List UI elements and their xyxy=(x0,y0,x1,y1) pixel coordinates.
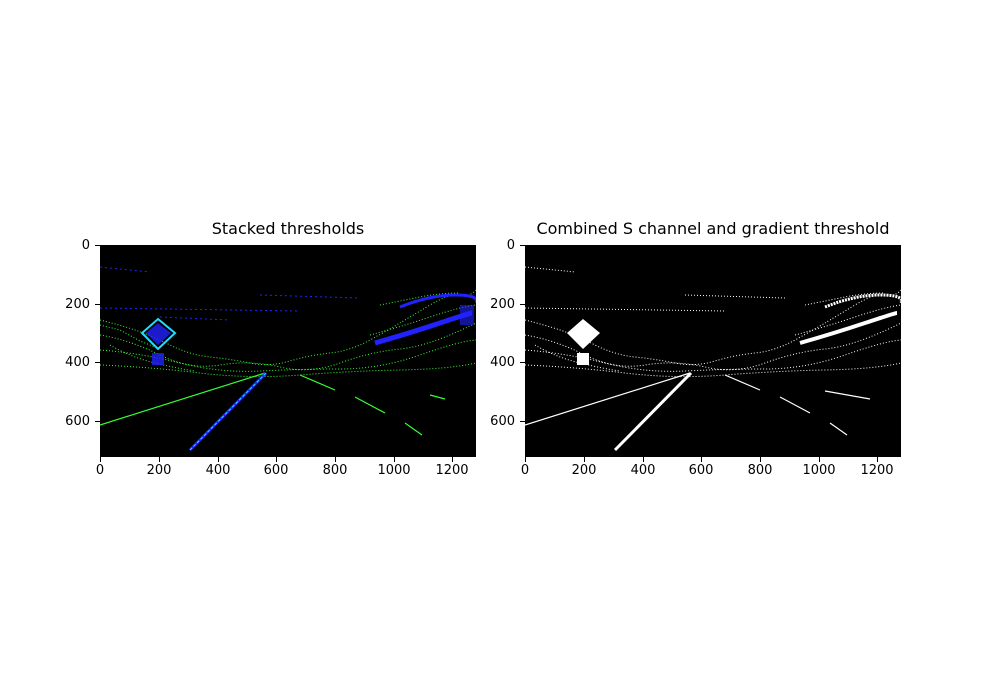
y-tick-mark xyxy=(520,362,525,363)
y-tick-mark xyxy=(95,245,100,246)
y-tick-mark xyxy=(95,362,100,363)
x-tick-mark xyxy=(276,457,277,462)
x-tick-label: 600 xyxy=(688,463,714,478)
x-tick-label: 600 xyxy=(263,463,289,478)
y-tick-label: 200 xyxy=(490,297,515,312)
y-tick-mark xyxy=(95,304,100,305)
x-tick-mark xyxy=(218,457,219,462)
x-tick-mark xyxy=(584,457,585,462)
y-tick-label: 0 xyxy=(506,238,515,253)
panel-title: Stacked thresholds xyxy=(211,219,365,238)
y-tick-mark xyxy=(95,421,100,422)
x-tick-mark xyxy=(643,457,644,462)
x-tick-label: 1000 xyxy=(802,463,836,478)
x-tick-mark xyxy=(100,457,101,462)
stacked-thresholds-panel: Stacked thresholds 0 200 400 600 xyxy=(60,218,480,478)
y-tick-mark xyxy=(520,245,525,246)
x-tick-mark xyxy=(877,457,878,462)
combined-threshold-panel: Combined S channel and gradient threshol… xyxy=(485,218,905,478)
panel-title: Combined S channel and gradient threshol… xyxy=(536,219,890,238)
x-tick-mark xyxy=(452,457,453,462)
x-tick-label: 800 xyxy=(322,463,348,478)
x-tick-mark xyxy=(760,457,761,462)
x-tick-label: 1200 xyxy=(435,463,469,478)
combined-threshold-image xyxy=(525,245,901,457)
x-tick-label: 400 xyxy=(205,463,231,478)
x-tick-label: 800 xyxy=(747,463,773,478)
x-tick-label: 0 xyxy=(95,463,105,478)
x-tick-label: 400 xyxy=(630,463,656,478)
x-tick-label: 1200 xyxy=(860,463,894,478)
y-tick-mark xyxy=(520,421,525,422)
x-tick-label: 1000 xyxy=(377,463,411,478)
y-tick-label: 400 xyxy=(65,355,90,370)
x-tick-mark xyxy=(701,457,702,462)
y-tick-mark xyxy=(520,304,525,305)
stacked-threshold-image xyxy=(100,245,476,457)
x-tick-mark xyxy=(335,457,336,462)
x-tick-mark xyxy=(819,457,820,462)
x-tick-mark xyxy=(159,457,160,462)
x-tick-label: 200 xyxy=(571,463,597,478)
x-tick-mark xyxy=(394,457,395,462)
y-tick-label: 200 xyxy=(65,297,90,312)
y-tick-label: 0 xyxy=(81,238,90,253)
x-tick-label: 0 xyxy=(520,463,530,478)
y-tick-label: 400 xyxy=(490,355,515,370)
x-tick-mark xyxy=(525,457,526,462)
y-tick-label: 600 xyxy=(490,414,515,429)
y-tick-label: 600 xyxy=(65,414,90,429)
x-tick-label: 200 xyxy=(146,463,172,478)
